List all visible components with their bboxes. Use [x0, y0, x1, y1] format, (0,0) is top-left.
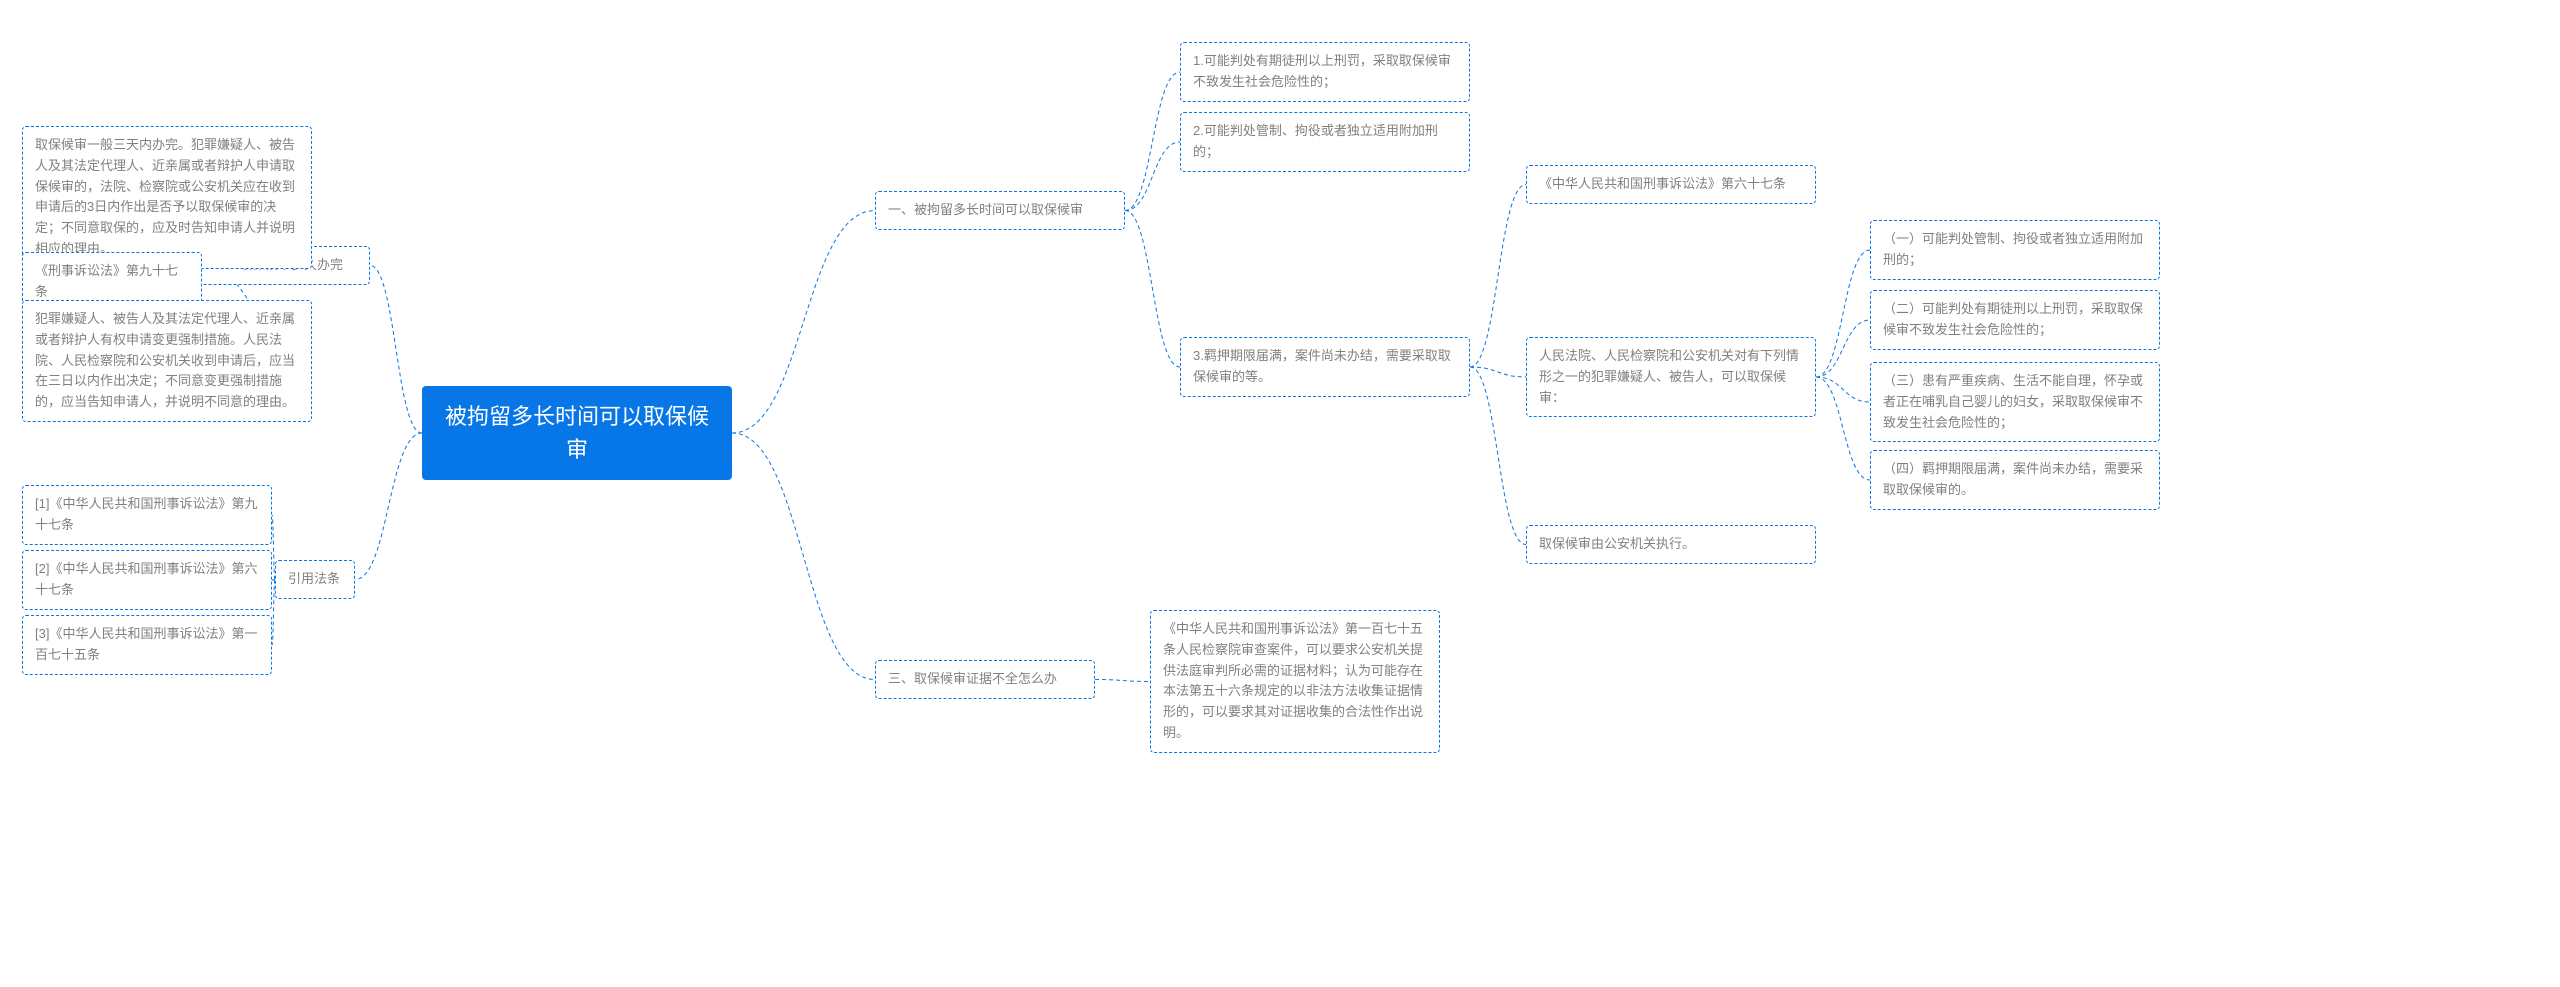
node-r1: 一、被拘留多长时间可以取保候审 [875, 191, 1125, 230]
node-r1a: 1.可能判处有期徒刑以上刑罚，采取取保候审不致发生社会危险性的； [1180, 42, 1470, 102]
node-r1c: 3.羁押期限届满，案件尚未办结，需要采取取保候审的等。 [1180, 337, 1470, 397]
node-r1c2d: （四）羁押期限届满，案件尚未办结，需要采取取保候审的。 [1870, 450, 2160, 510]
node-r1c2b: （二）可能判处有期徒刑以上刑罚，采取取保候审不致发生社会危险性的； [1870, 290, 2160, 350]
mindmap-canvas: 被拘留多长时间可以取保候审 一、被拘留多长时间可以取保候审 1.可能判处有期徒刑以上… [0, 0, 2560, 987]
node-l2b: [2]《中华人民共和国刑事诉讼法》第六十七条 [22, 550, 272, 610]
node-r1c2c: （三）患有严重疾病、生活不能自理，怀孕或者正在哺乳自己婴儿的妇女，采取取保候审不… [1870, 362, 2160, 442]
node-r1b: 2.可能判处管制、拘役或者独立适用附加刑的； [1180, 112, 1470, 172]
node-r1c1: 《中华人民共和国刑事诉讼法》第六十七条 [1526, 165, 1816, 204]
node-l2: 引用法条 [275, 560, 355, 599]
root-node: 被拘留多长时间可以取保候审 [422, 386, 732, 480]
node-l1c: 犯罪嫌疑人、被告人及其法定代理人、近亲属或者辩护人有权申请变更强制措施。人民法院… [22, 300, 312, 422]
node-r1c2a: （一）可能判处管制、拘役或者独立适用附加刑的； [1870, 220, 2160, 280]
node-r2a: 《中华人民共和国刑事诉讼法》第一百七十五条人民检察院审查案件，可以要求公安机关提… [1150, 610, 1440, 753]
node-l2c: [3]《中华人民共和国刑事诉讼法》第一百七十五条 [22, 615, 272, 675]
node-l1a: 取保候审一般三天内办完。犯罪嫌疑人、被告人及其法定代理人、近亲属或者辩护人申请取… [22, 126, 312, 269]
node-r1c3: 取保候审由公安机关执行。 [1526, 525, 1816, 564]
node-r1c2: 人民法院、人民检察院和公安机关对有下列情形之一的犯罪嫌疑人、被告人，可以取保候审… [1526, 337, 1816, 417]
node-r2: 三、取保候审证据不全怎么办 [875, 660, 1095, 699]
node-l2a: [1]《中华人民共和国刑事诉讼法》第九十七条 [22, 485, 272, 545]
